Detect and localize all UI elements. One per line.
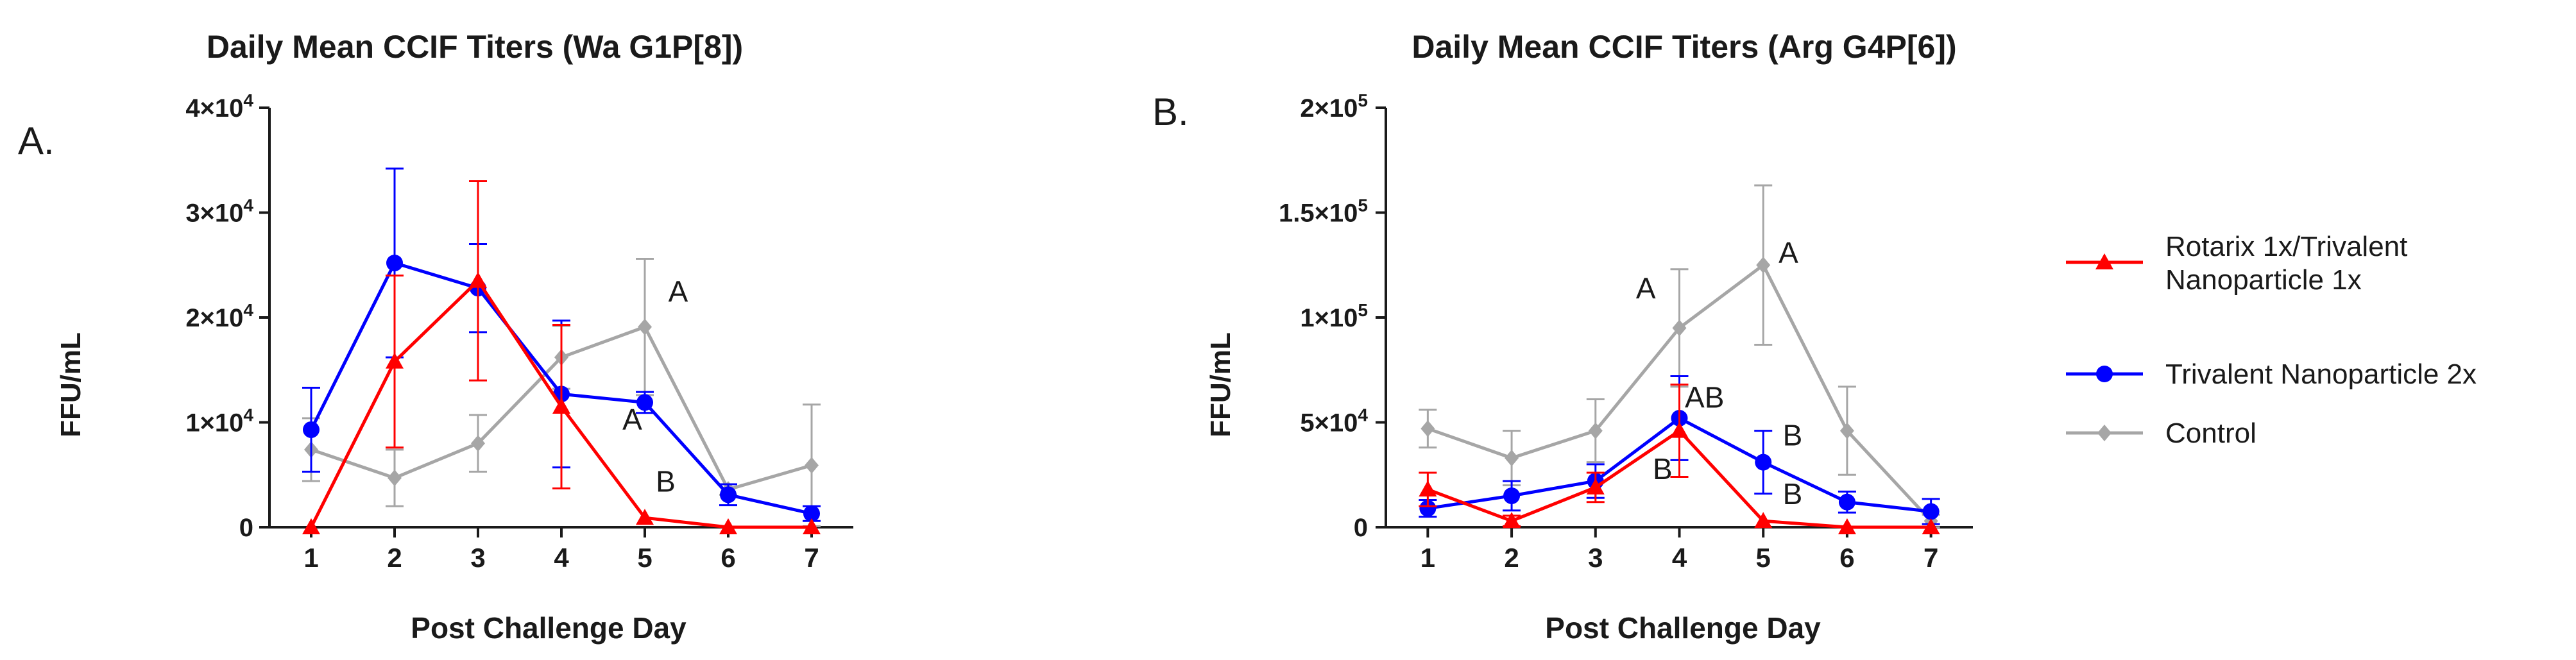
panel-label: A. [18, 119, 55, 162]
y-axis-label: FFU/mL [55, 332, 87, 437]
data-point [1838, 518, 1856, 534]
data-point [303, 421, 320, 438]
chart-title: Daily Mean CCIF Titers (Wa G1P[8]) [207, 29, 743, 65]
data-point [469, 271, 487, 288]
data-point [803, 518, 821, 534]
data-point [1922, 518, 1940, 534]
data-point [386, 254, 403, 271]
data-point [1503, 512, 1521, 529]
data-point [1586, 478, 1605, 495]
x-axis-label: Post Challenge Day [411, 611, 687, 645]
data-point [552, 397, 570, 414]
axes: 0 5×104 1×105 1.5×105 2×105 1 2 3 4 5 6 7 [1279, 90, 1973, 573]
data-point [1670, 421, 1689, 438]
x-axis-label: Post Challenge Day [1545, 611, 1821, 645]
annotation-label: A [622, 403, 642, 436]
data-point [302, 518, 320, 534]
annotations: AAB [622, 275, 688, 498]
x-tick-label: 4 [1672, 543, 1687, 573]
y-tick-label: 0 [239, 514, 253, 542]
panel-label: B. [1152, 90, 1189, 133]
annotation-label: B [656, 464, 676, 498]
annotation-label: A [669, 275, 688, 308]
chart-panel-b: Daily Mean CCIF Titers (Arg G4P[6]) B. F… [1152, 29, 1973, 645]
x-tick-label: 4 [554, 543, 569, 573]
legend-label: Trivalent Nanoparticle 2x [2165, 359, 2477, 390]
y-axis-label: FFU/mL [1205, 332, 1236, 437]
x-tick-label: 3 [470, 543, 485, 573]
legend-marker [2096, 366, 2113, 382]
chart-panel-a: Daily Mean CCIF Titers (Wa G1P[8]) A. FF… [18, 29, 853, 645]
x-tick-label: 1 [1420, 543, 1435, 573]
x-tick-label: 3 [1588, 543, 1603, 573]
series-0 [1419, 384, 1940, 534]
data-point [1503, 487, 1521, 504]
legend-label: Nanoparticle 1x [2165, 264, 2362, 296]
annotation-label: A [1778, 236, 1798, 269]
y-tick-label: 1×104 [185, 405, 253, 437]
y-tick-label: 0 [1354, 514, 1368, 542]
data-point [1838, 493, 1855, 511]
data-point [638, 318, 652, 335]
chart-title: Daily Mean CCIF Titers (Arg G4P[6]) [1412, 29, 1956, 65]
data-point [1922, 503, 1940, 520]
x-tick-label: 2 [1504, 543, 1519, 573]
data-point [386, 352, 404, 369]
x-tick-label: 7 [804, 543, 819, 573]
series-0 [302, 180, 821, 534]
legend-label: Rotarix 1x/Trivalent [2165, 231, 2407, 262]
data-point [1588, 422, 1603, 439]
y-tick-label: 2×105 [1300, 90, 1368, 123]
x-tick-label: 6 [1839, 543, 1854, 573]
data-point [636, 509, 654, 525]
data-point [388, 470, 402, 487]
data-point [719, 518, 737, 534]
data-point [1754, 512, 1773, 529]
x-tick-label: 1 [303, 543, 318, 573]
annotation-label: B [1783, 477, 1803, 511]
y-tick-label: 5×104 [1300, 405, 1368, 437]
data-point [1505, 450, 1519, 467]
data-point [1756, 257, 1771, 274]
x-tick-label: 6 [721, 543, 735, 573]
annotation-label: AB [1685, 381, 1724, 414]
annotation-label: A [1636, 272, 1656, 305]
data-point [1419, 500, 1437, 517]
y-tick-label: 3×104 [185, 196, 253, 228]
x-tick-label: 5 [637, 543, 652, 573]
data-point [636, 394, 653, 411]
data-point [720, 486, 737, 503]
data-point [1672, 319, 1687, 337]
data-point [1420, 420, 1435, 437]
data-point [471, 435, 485, 452]
data-point [1419, 480, 1437, 497]
annotation-label: B [1783, 418, 1803, 452]
data-marks [1419, 184, 1940, 534]
x-tick-label: 7 [1923, 543, 1938, 573]
annotation-label: B [1653, 452, 1673, 486]
legend-marker [2097, 425, 2111, 441]
x-tick-label: 2 [387, 543, 402, 573]
data-point [1839, 422, 1854, 439]
data-marks [302, 167, 821, 534]
axes: 0 1×104 2×104 3×104 4×104 1 2 3 4 5 6 7 [185, 90, 853, 573]
y-tick-label: 2×104 [185, 300, 253, 332]
y-tick-label: 4×104 [185, 90, 253, 123]
x-tick-label: 5 [1756, 543, 1771, 573]
data-point [803, 505, 820, 522]
data-point [805, 457, 819, 474]
y-tick-label: 1×105 [1300, 300, 1368, 332]
data-point [1755, 453, 1772, 471]
legend-label: Control [2165, 418, 2256, 449]
legend-marker [2095, 253, 2113, 269]
y-tick-label: 1.5×105 [1279, 196, 1368, 228]
